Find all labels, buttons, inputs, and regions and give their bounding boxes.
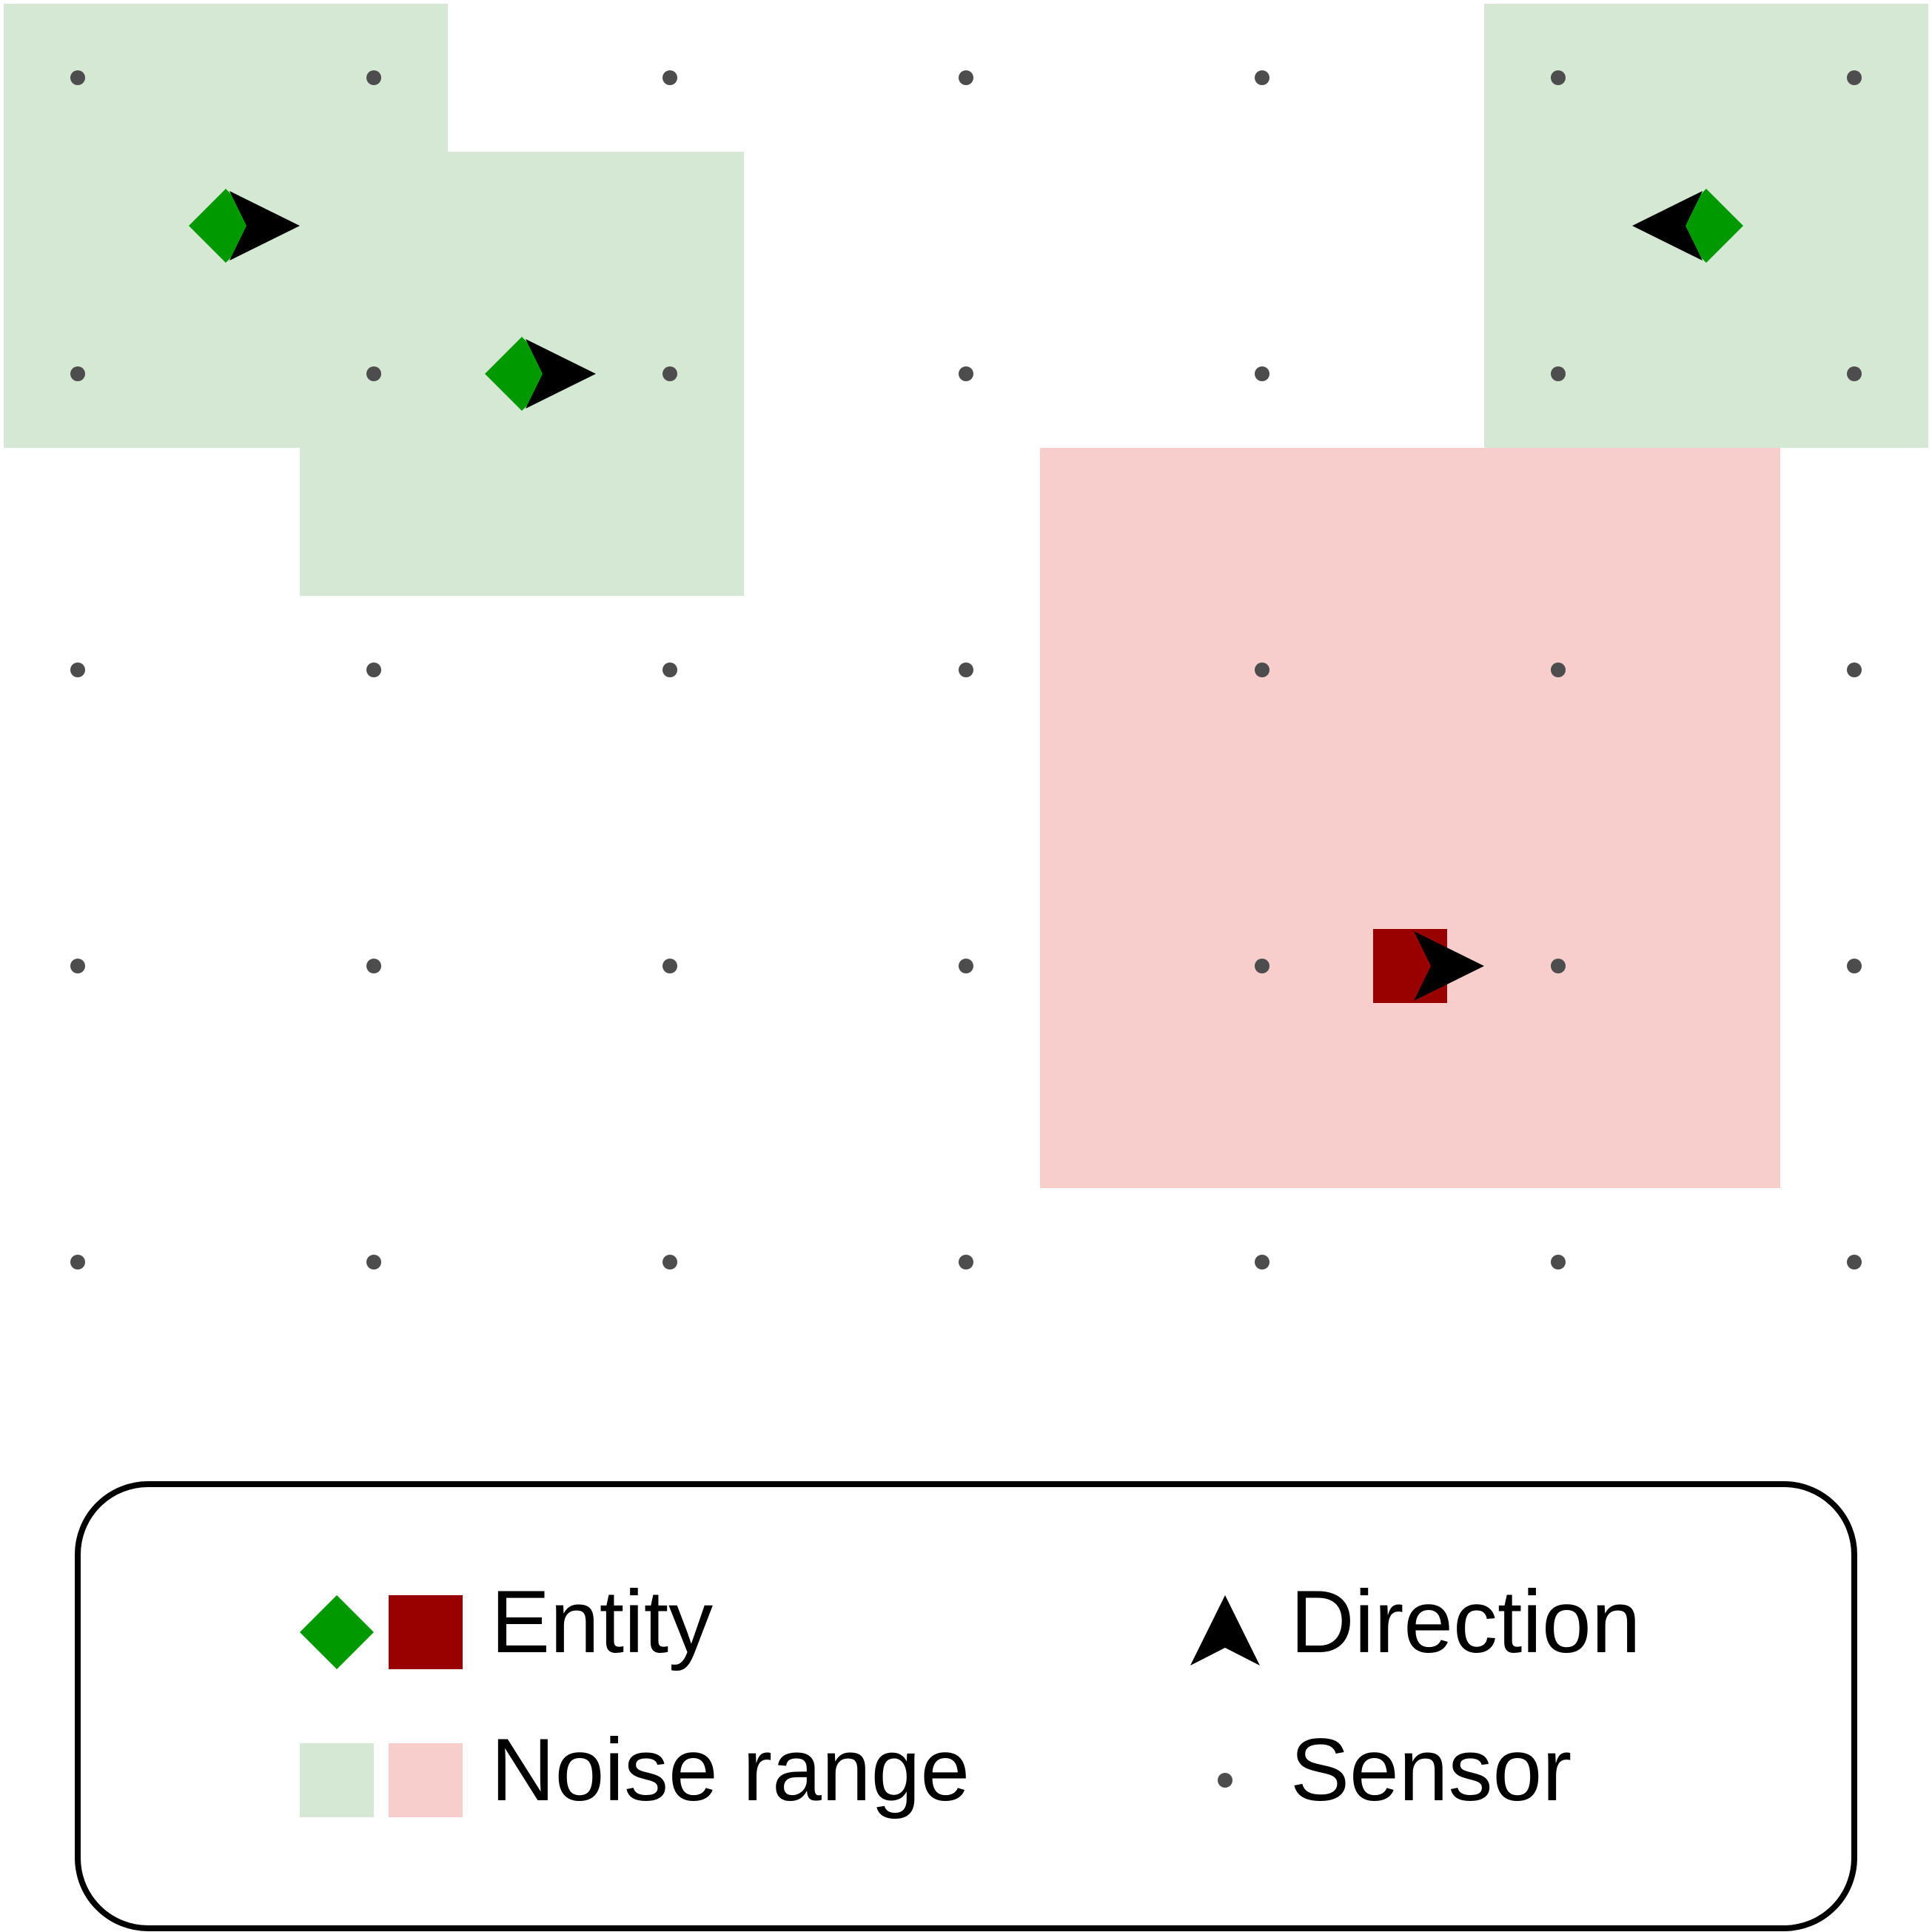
sensor-dot	[1255, 959, 1269, 973]
sensor-dot	[1551, 959, 1566, 973]
legend-direction-arrow-icon	[1190, 1595, 1260, 1666]
sensor-dot	[959, 1255, 973, 1269]
entity-red-1-direction-arrow	[1414, 931, 1484, 1001]
sensor-dot	[70, 663, 85, 677]
sensor-dot	[1551, 366, 1566, 381]
sensor-dot	[663, 70, 677, 85]
legend-noise-range-label: Noise range	[491, 1720, 970, 1819]
sensor-dot	[959, 366, 973, 381]
sensor-dot	[959, 959, 973, 973]
legend-entity-square-icon	[389, 1595, 463, 1669]
sensor-dot	[1255, 70, 1269, 85]
sensor-dot	[366, 366, 381, 381]
entity-green-1-direction-arrow	[229, 191, 300, 261]
sensor-dot	[366, 959, 381, 973]
sensor-dot	[1255, 663, 1269, 677]
entity-green-3-direction-arrow	[1632, 191, 1703, 261]
noise-range-layer	[4, 4, 1928, 1188]
sensor-dot	[1847, 663, 1862, 677]
sensor-dot	[1847, 959, 1862, 973]
entity-layer	[189, 189, 1743, 1003]
sensor-dot	[70, 1255, 85, 1269]
sensor-dot	[663, 1255, 677, 1269]
legend-entity-label: Entity	[491, 1572, 713, 1671]
legend-direction-label: Direction	[1290, 1572, 1641, 1671]
legend-sensor-label: Sensor	[1290, 1720, 1572, 1819]
legend-sensor-dot-icon	[1218, 1773, 1232, 1788]
legend-noise-red-swatch	[389, 1743, 463, 1817]
sensor-dot	[366, 663, 381, 677]
sensor-dot	[1847, 70, 1862, 85]
sensor-dot	[1551, 663, 1566, 677]
sensor-dot	[1255, 1255, 1269, 1269]
sensor-dot	[1847, 1255, 1862, 1269]
sensor-dot	[663, 959, 677, 973]
sensor-dot	[959, 70, 973, 85]
sensor-dot	[70, 70, 85, 85]
sensor-layer	[70, 70, 1862, 1269]
sensor-dot	[663, 663, 677, 677]
legend-box	[75, 1481, 1857, 1931]
sensor-dot	[663, 366, 677, 381]
sensor-dot	[1551, 1255, 1566, 1269]
legend-noise-green-swatch	[300, 1743, 374, 1817]
sensor-dot	[959, 663, 973, 677]
sensor-dot	[1255, 366, 1269, 381]
legend: Entity Noise range Direction Sensor	[75, 1481, 1857, 1931]
noise-range-red-1	[1040, 448, 1780, 1188]
sensor-dot	[1847, 366, 1862, 381]
sensor-dot	[70, 366, 85, 381]
sensor-dot	[366, 1255, 381, 1269]
entity-green-2-direction-arrow	[526, 339, 596, 409]
sensor-dot	[70, 959, 85, 973]
sensor-dot	[1551, 70, 1566, 85]
sensor-dot	[366, 70, 381, 85]
legend-entity-diamond-icon	[300, 1595, 374, 1669]
